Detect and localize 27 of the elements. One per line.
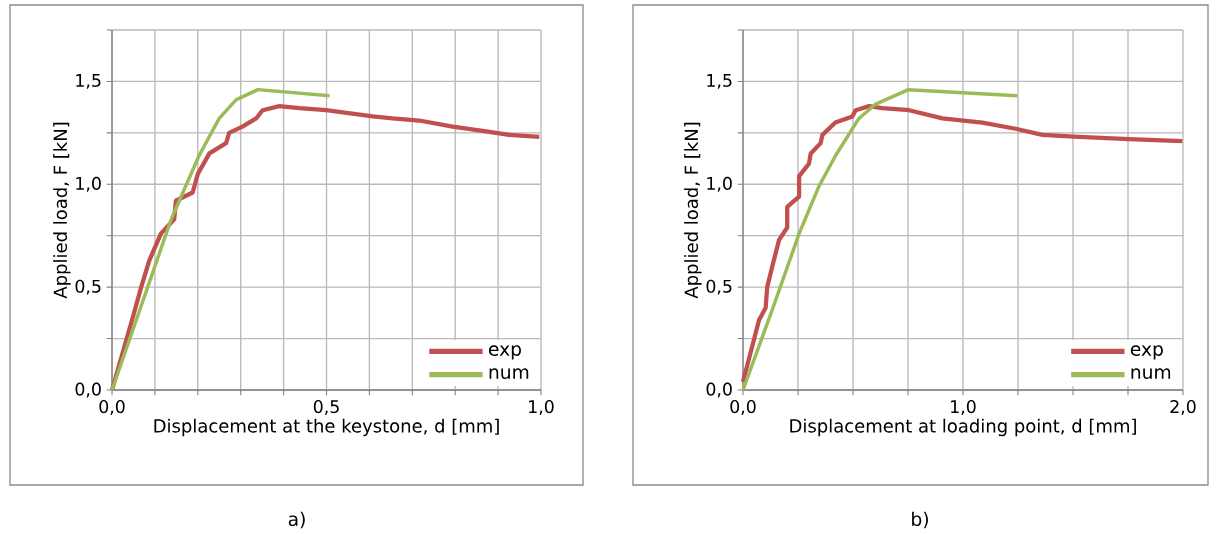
x-tick-label: 1,0 bbox=[529, 400, 554, 415]
x-axis-title: Displacement at loading point, d [mm] bbox=[790, 418, 1136, 437]
line-series bbox=[110, 87, 332, 392]
y-tick-label: 1,5 bbox=[707, 74, 732, 89]
text: a) bbox=[288, 511, 305, 529]
text: b) bbox=[912, 511, 928, 529]
y-tick-label: 1,0 bbox=[76, 176, 101, 192]
y-tick-label: 1,5 bbox=[76, 74, 101, 89]
line-series bbox=[741, 87, 1020, 392]
y-tick-label: 0,5 bbox=[75, 279, 101, 295]
y-tick-label: 0,0 bbox=[75, 382, 101, 398]
y-axis-title: Applied load, F [kN] bbox=[684, 122, 702, 299]
legend-label: num bbox=[1131, 368, 1171, 380]
x-axis-title: Displacement at the keystone, d [mm] bbox=[154, 418, 499, 437]
legend-label: exp bbox=[488, 345, 521, 360]
legend-label: exp bbox=[1130, 345, 1163, 360]
x-tick-label: 0,0 bbox=[99, 400, 125, 415]
y-tick-label: 0,0 bbox=[706, 382, 732, 398]
line-series bbox=[740, 103, 1185, 384]
x-tick-label: 0,5 bbox=[313, 400, 339, 415]
y-tick-label: 0,5 bbox=[706, 279, 732, 295]
x-tick-label: 1,0 bbox=[951, 400, 976, 415]
y-axis-title: Applied load, F [kN] bbox=[53, 122, 71, 299]
x-tick-label: 0,0 bbox=[730, 400, 756, 415]
y-tick-label: 1,0 bbox=[707, 176, 732, 192]
legend-label: num bbox=[489, 368, 529, 380]
x-tick-label: 2,0 bbox=[1170, 400, 1196, 415]
